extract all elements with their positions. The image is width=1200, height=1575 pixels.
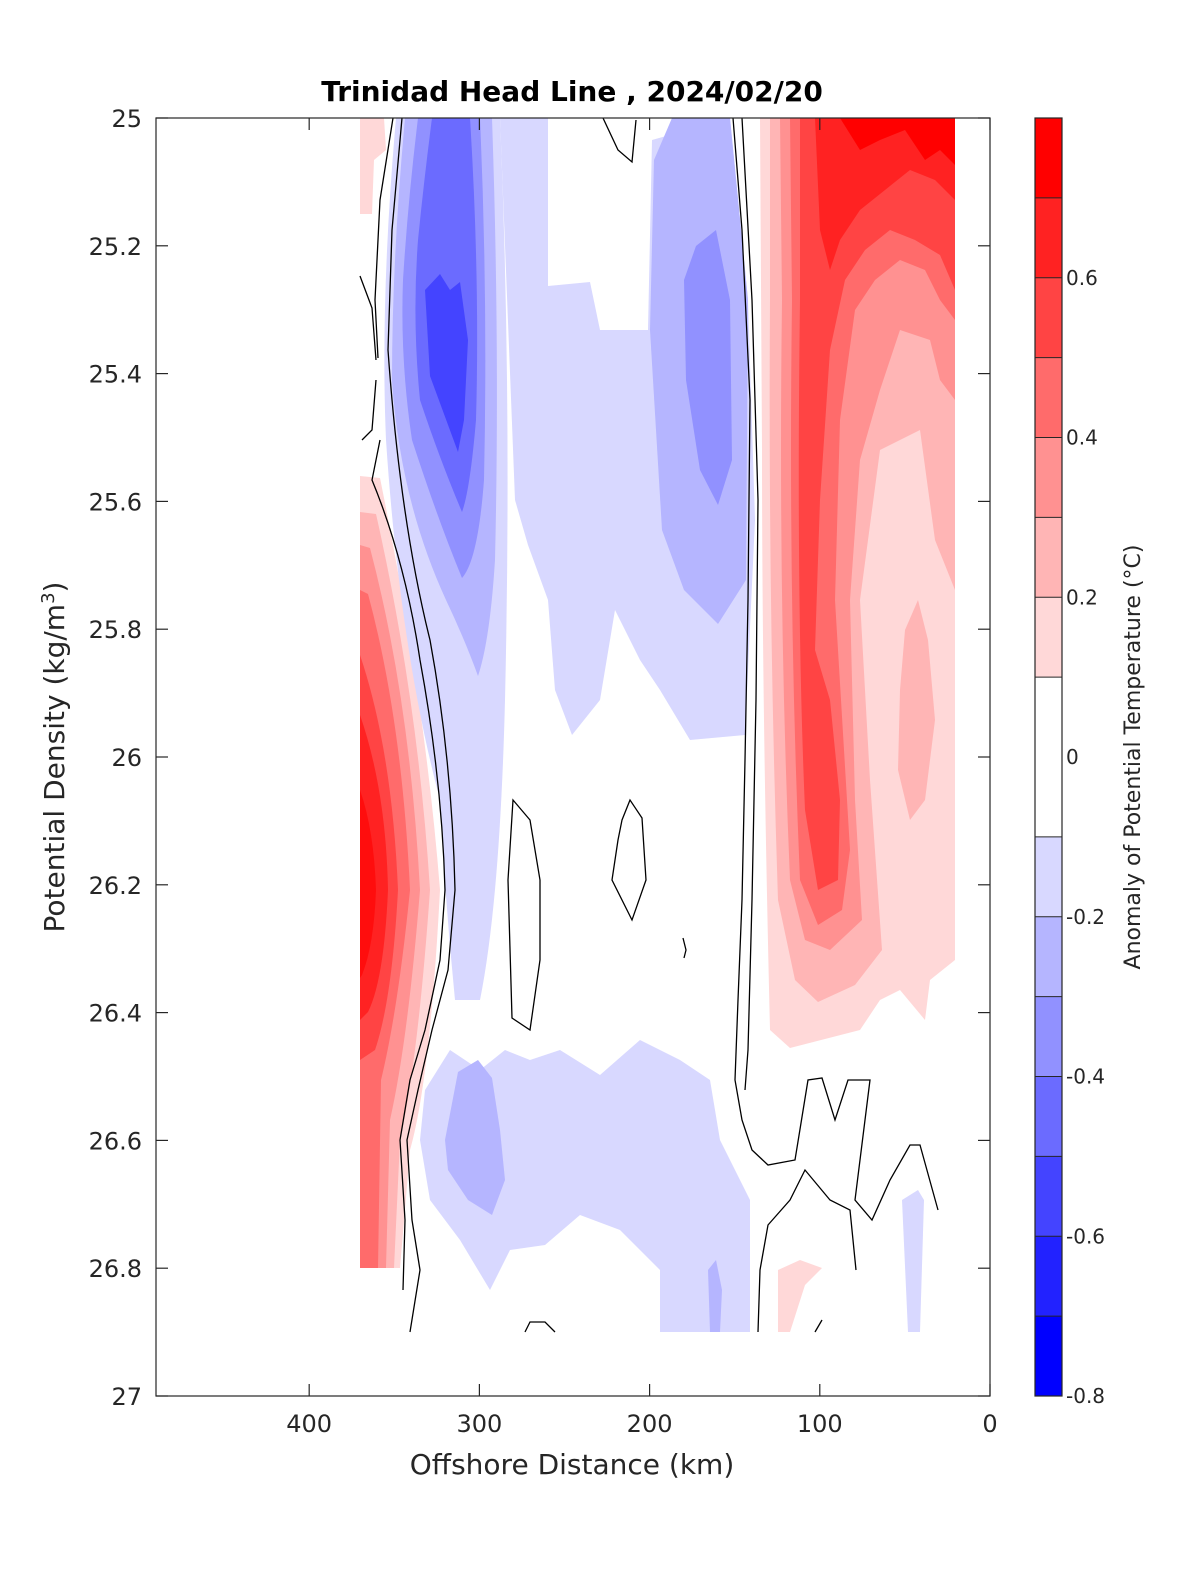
x-tick-label: 300: [456, 1410, 502, 1438]
colorbar-label: Anomaly of Potential Temperature (°C): [1121, 545, 1146, 970]
y-tick-label: 26: [111, 744, 142, 772]
colorbar-swatch: [1035, 277, 1062, 358]
cold-deep-band: [420, 1040, 924, 1332]
colorbar-tick-label: 0.4: [1066, 426, 1098, 450]
zero-contour-lines: [359, 118, 939, 1333]
y-axis-label-sup: 3: [38, 592, 59, 603]
x-tick-label: 0: [982, 1410, 997, 1438]
colorbar-tick-label: -0.6: [1066, 1224, 1105, 1248]
y-tick-label: 25: [111, 105, 142, 133]
colorbar-swatch: [1035, 1236, 1062, 1317]
colorbar-swatch: [1035, 836, 1062, 917]
y-tick-label: 25.8: [89, 616, 142, 644]
y-tick-label: 26.6: [89, 1127, 142, 1155]
colorbar-tick-label: 0: [1066, 745, 1079, 769]
x-tick-label: 400: [286, 1410, 332, 1438]
colorbar-swatch: [1035, 1156, 1062, 1237]
colorbar-swatch: [1035, 597, 1062, 678]
colorbar: -0.8 -0.6 -0.4 -0.2 0 0.2 0.4 0.6: [1034, 117, 1105, 1408]
colorbar-swatch: [1035, 916, 1062, 997]
colorbar-tick-label: -0.2: [1066, 905, 1105, 929]
colorbar-tick-label: 0.6: [1066, 266, 1098, 290]
colorbar-tick-label: -0.8: [1066, 1384, 1105, 1408]
colorbar-tick-label: -0.4: [1066, 1065, 1105, 1089]
colorbar-swatch: [1035, 357, 1062, 438]
y-tick-label: 25.4: [89, 361, 142, 389]
y-tick-label: 26.8: [89, 1255, 142, 1283]
y-axis-label: Potential Density (kg/m3): [38, 582, 71, 933]
colorbar-swatch: [1035, 1076, 1062, 1157]
y-tick-label: 26.4: [89, 1000, 142, 1028]
contour-field: [359, 118, 955, 1333]
chart-title: Trinidad Head Line , 2024/02/20: [321, 75, 823, 108]
colorbar-swatch: [1035, 996, 1062, 1077]
colorbar-swatch: [1035, 437, 1062, 518]
colorbar-swatch: [1035, 1316, 1062, 1396]
y-axis: 25 25.2 25.4 25.6 25.8 26 26.2 26.4 26.6 26.8 27: [89, 105, 990, 1411]
cold-midline-band: [500, 118, 755, 740]
warm-nearshore: [760, 118, 955, 1048]
colorbar-swatch: [1035, 118, 1062, 198]
colorbar-swatch: [1035, 517, 1062, 598]
y-axis-label-main: Potential Density (kg/m: [38, 604, 71, 933]
x-tick-label: 200: [627, 1410, 673, 1438]
y-tick-label: 25.2: [89, 233, 142, 261]
colorbar-tick-label: 0.2: [1066, 585, 1098, 609]
colorbar-frame: [1034, 117, 1063, 1397]
y-tick-label: 26.2: [89, 872, 142, 900]
y-axis-label-close: ): [38, 582, 71, 593]
colorbar-swatch: [1035, 677, 1062, 837]
y-tick-label: 27: [111, 1383, 142, 1411]
x-axis-label: Offshore Distance (km): [410, 1448, 735, 1481]
y-tick-label: 25.6: [89, 488, 142, 516]
x-axis: 400 300 200 100 0: [286, 118, 998, 1438]
cold-offshore-core: [384, 118, 508, 1000]
colorbar-swatch: [1035, 197, 1062, 278]
warm-offshore-core: [360, 118, 440, 1268]
x-tick-label: 100: [797, 1410, 843, 1438]
